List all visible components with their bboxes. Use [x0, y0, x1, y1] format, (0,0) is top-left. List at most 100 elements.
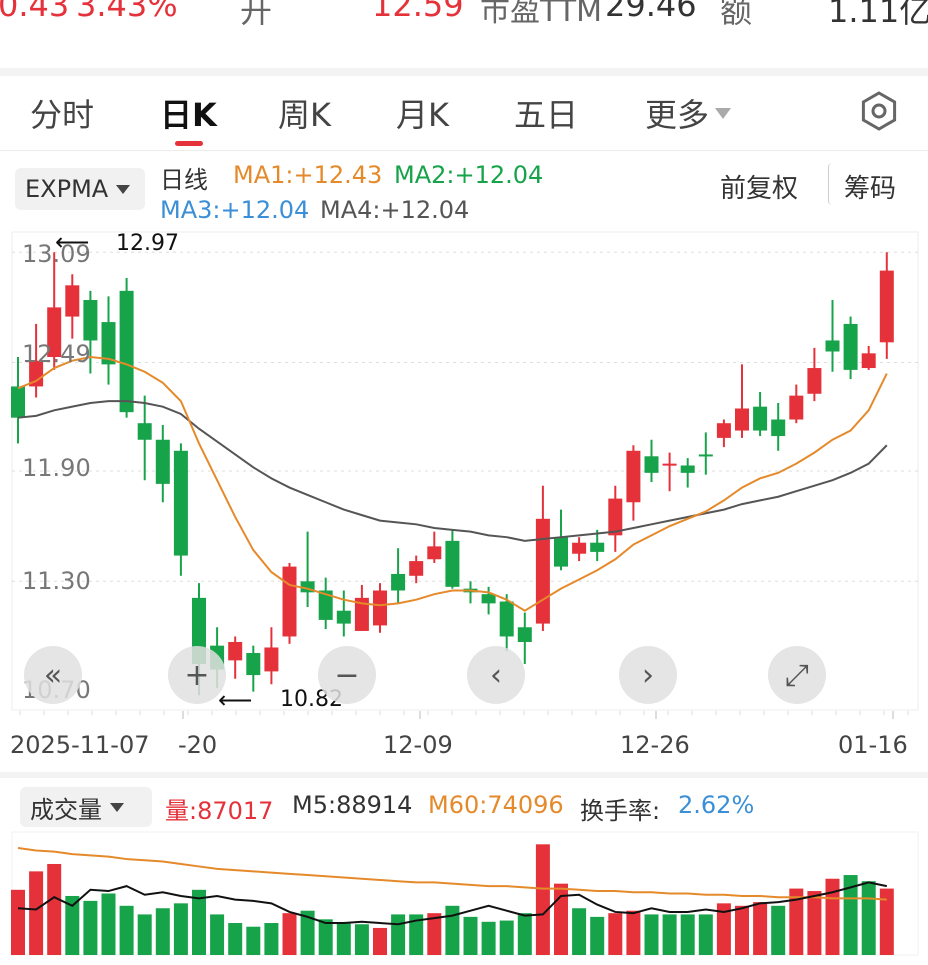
- volume-bar: [409, 914, 424, 955]
- volume-bar: [264, 923, 279, 955]
- candle-body: [481, 594, 496, 604]
- volume-bar: [499, 920, 514, 955]
- date-label-dec09: 12-09: [383, 731, 453, 759]
- candle-body: [789, 395, 804, 420]
- candle-body: [735, 408, 749, 431]
- chips-button[interactable]: 筹码: [844, 174, 897, 204]
- volume-bar: [644, 914, 659, 955]
- candle-body: [807, 368, 822, 394]
- volume-bar: [771, 905, 786, 955]
- ma1-line: [17, 356, 888, 612]
- tab-more-label: 更多: [645, 96, 710, 134]
- volume-bar: [246, 926, 261, 955]
- indicator-selector[interactable]: EXPMA: [15, 168, 145, 210]
- tab-intraday[interactable]: 分时: [30, 96, 95, 134]
- chevron-right-icon[interactable]: ›: [619, 646, 677, 704]
- candle-body: [83, 300, 98, 341]
- volume-bar: [716, 903, 731, 955]
- double-left-icon[interactable]: «: [24, 646, 82, 704]
- tab-daily-k[interactable]: 日K: [160, 96, 217, 134]
- pe-value: 29.46: [605, 0, 697, 24]
- volume-bar: [481, 921, 496, 955]
- indicator-name: EXPMA: [25, 175, 109, 203]
- settings-icon[interactable]: [858, 90, 900, 132]
- volume-bar: [228, 923, 243, 955]
- candle-body: [698, 454, 713, 457]
- volume-bar: [29, 871, 44, 955]
- caret-down-icon: [116, 184, 131, 194]
- volume-bar: [119, 905, 134, 955]
- price-axis-label-2: 12.49: [22, 340, 91, 368]
- volume-bar: [861, 881, 876, 955]
- volume-bar: [83, 900, 98, 955]
- ma2-value: MA2:+12.04: [394, 161, 544, 189]
- candle-body: [409, 561, 424, 576]
- amount-label: 额: [720, 0, 753, 30]
- volume-bar: [101, 893, 116, 955]
- adjust-button[interactable]: 前复权: [720, 174, 799, 204]
- volume-bar: [300, 910, 315, 955]
- candle-body: [282, 566, 297, 637]
- volume-bar: [807, 891, 822, 955]
- volume-bar: [354, 924, 369, 955]
- volume-bar: [626, 910, 641, 955]
- amount-value: 1.11亿: [828, 0, 928, 30]
- candle-body: [644, 456, 659, 473]
- price-change: 0.43: [0, 0, 70, 24]
- volume-bar: [173, 903, 188, 955]
- tab-weekly-k[interactable]: 周K: [278, 96, 331, 134]
- volume-bar: [554, 883, 568, 955]
- tab-monthly-k[interactable]: 月K: [396, 96, 449, 134]
- candle-body: [228, 641, 243, 661]
- volume-bar: [680, 914, 695, 955]
- zoom-out-icon[interactable]: −: [318, 646, 376, 704]
- volume-bar: [47, 863, 62, 955]
- candle-body: [173, 450, 188, 556]
- volume-bar: [662, 914, 677, 955]
- volume-bar: [11, 889, 25, 955]
- candle-body: [825, 340, 840, 352]
- active-tab-indicator: [175, 141, 203, 146]
- volume-bar: [282, 913, 297, 955]
- candle-body: [626, 450, 641, 503]
- date-label-dec26: 12-26: [620, 731, 690, 759]
- candle-body: [517, 627, 532, 642]
- candle-body: [572, 542, 587, 554]
- high-price-label: 12.97: [116, 231, 179, 256]
- volume-bar: [608, 913, 623, 955]
- low-arrow-icon: ⟵: [218, 686, 253, 714]
- volume-m60: M60:74096: [428, 791, 564, 819]
- chips-button-frame: [828, 163, 921, 205]
- caret-down-icon: [110, 802, 124, 812]
- candle-body: [137, 423, 152, 440]
- volume-m5-line: [17, 881, 887, 926]
- tab-five-day[interactable]: 五日: [514, 96, 579, 134]
- volume-bar: [445, 905, 460, 955]
- ma4-value: MA4:+12.04: [320, 196, 470, 224]
- chevron-left-icon[interactable]: ‹: [467, 646, 525, 704]
- volume-selector[interactable]: 成交量: [20, 787, 152, 827]
- volume-divider: [0, 772, 928, 778]
- price-axis-label-4: 11.30: [22, 567, 91, 595]
- fullscreen-icon[interactable]: ⤢: [768, 646, 826, 704]
- volume-bar: [590, 916, 605, 955]
- zoom-in-icon[interactable]: +: [168, 646, 226, 704]
- candle-body: [879, 270, 894, 343]
- chevron-down-icon: [715, 107, 732, 119]
- volume-bar: [155, 908, 170, 955]
- volume-bar: [391, 914, 406, 955]
- volume-m5: M5:88914: [292, 791, 413, 819]
- volume-bar: [373, 927, 387, 955]
- candle-body: [445, 540, 460, 587]
- candle-body: [680, 465, 695, 473]
- candle-body: [155, 439, 170, 484]
- date-label-start: 2025-11-07: [10, 731, 150, 759]
- candle-body: [427, 546, 442, 560]
- turnover-value: 2.62%: [678, 791, 755, 819]
- period-label: 日线: [160, 166, 208, 194]
- candle-body: [771, 419, 786, 437]
- volume-bar: [843, 875, 858, 955]
- tab-more[interactable]: 更多: [645, 90, 732, 136]
- date-label-jan16: 01-16: [838, 731, 908, 759]
